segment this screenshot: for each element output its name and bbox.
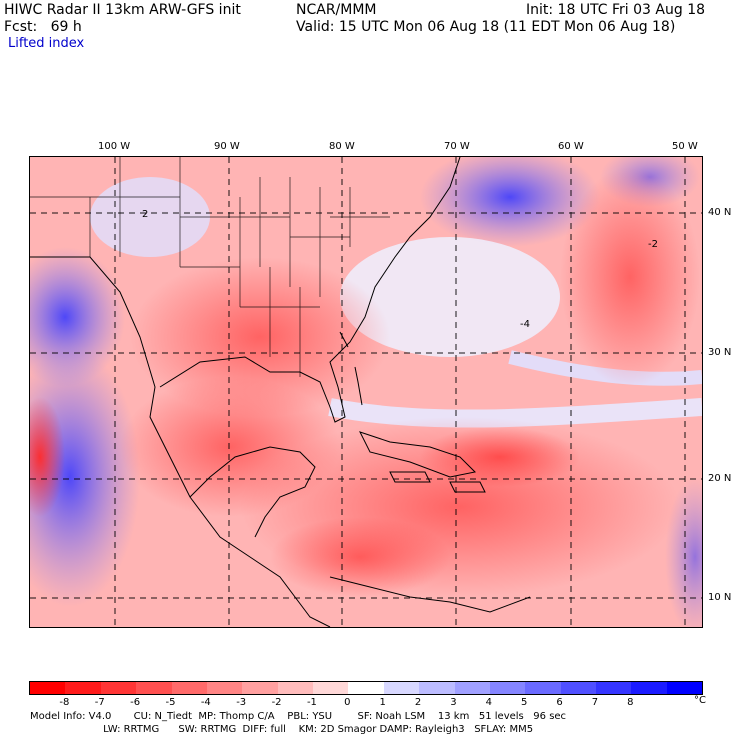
legend-tick-label: -3 — [236, 697, 247, 708]
legend-tick-label: 5 — [520, 697, 528, 708]
legend-tick-label: 1 — [379, 697, 386, 708]
legend-tick-label: -5 — [165, 697, 176, 708]
contour-label: 2 — [142, 209, 148, 220]
unstable-area — [560, 167, 700, 387]
legend-swatch — [596, 682, 632, 694]
legend-tick-label: 2 — [414, 697, 422, 708]
legend-tick-label: -7 — [94, 697, 105, 708]
legend-swatch — [348, 682, 384, 694]
model-info-line-2: LW: RRTMG SW: RRTMG DIFF: full KM: 2D Sm… — [30, 724, 534, 735]
unstable-core — [270, 517, 450, 597]
model-info-line-1: Model Info: V4.0 CU: N_Tiedt MP: Thomp C… — [30, 711, 567, 722]
lon-label: 70 W — [444, 141, 470, 152]
valid-time: Valid: 15 UTC Mon 06 Aug 18 (11 EDT Mon … — [296, 19, 676, 35]
organization: NCAR/MMM — [296, 2, 377, 18]
legend-swatch — [171, 682, 207, 694]
stable-area — [30, 247, 125, 387]
contour-label: -4 — [520, 319, 530, 330]
legend-swatch — [65, 682, 101, 694]
legend-tick-label: -8 — [59, 697, 70, 708]
legend-swatch — [489, 682, 526, 694]
lon-label: 60 W — [558, 141, 584, 152]
legend-tick-label: 8 — [627, 697, 634, 708]
legend-tick-label: 7 — [591, 697, 599, 708]
legend-swatch — [30, 682, 66, 694]
legend-swatch — [666, 682, 703, 694]
legend-swatch — [560, 682, 596, 694]
legend-tick-label: 6 — [556, 697, 563, 708]
legend-tick-label: -1 — [306, 697, 317, 708]
legend-tick-label: -2 — [271, 697, 282, 708]
model-title: HIWC Radar II 13km ARW-GFS init — [4, 2, 241, 18]
lat-label: 20 N — [708, 473, 732, 484]
lon-label: 80 W — [329, 141, 355, 152]
lat-lon-grid — [30, 157, 702, 627]
stable-area — [340, 237, 560, 357]
legend-swatch — [454, 682, 490, 694]
legend-swatch — [277, 682, 313, 694]
legend-swatch — [100, 682, 137, 694]
legend-tick-label: 3 — [450, 697, 457, 708]
legend-swatch — [206, 682, 243, 694]
forecast-hour: Fcst: 69 h — [4, 19, 82, 35]
stable-band — [328, 398, 702, 428]
lat-label: 10 N — [708, 592, 732, 603]
lat-label: 40 N — [708, 207, 732, 218]
unstable-core — [30, 397, 65, 517]
legend-swatch — [242, 682, 278, 694]
legend-swatch — [136, 682, 172, 694]
legend-swatch — [313, 682, 349, 694]
legend-tick-label: 4 — [485, 697, 492, 708]
init-time: Init: 18 UTC Fri 03 Aug 18 — [526, 2, 706, 18]
stable-area — [30, 347, 140, 607]
legend-colorbar — [29, 681, 703, 695]
legend-tick-label: 0 — [344, 697, 351, 708]
legend-swatch — [631, 682, 667, 694]
lon-label: 100 W — [98, 141, 131, 152]
legend-swatch — [383, 682, 420, 694]
field-name: Lifted index — [8, 36, 85, 51]
legend-swatch — [525, 682, 561, 694]
legend-tick-label: -6 — [130, 697, 141, 708]
state-borders — [30, 157, 390, 377]
lifted-index-map: 2 -2 -4 — [29, 156, 703, 628]
lon-label: 90 W — [214, 141, 240, 152]
map-canvas: 2 -2 -4 — [30, 157, 702, 627]
lon-label: 50 W — [672, 141, 698, 152]
legend-tick-label: -4 — [200, 697, 211, 708]
legend-swatch — [419, 682, 455, 694]
stable-area — [420, 157, 600, 247]
lat-label: 30 N — [708, 347, 732, 358]
contour-label: -2 — [648, 239, 658, 250]
unstable-area — [130, 257, 390, 417]
unstable-core — [420, 427, 580, 487]
legend-unit: °C — [694, 695, 706, 706]
